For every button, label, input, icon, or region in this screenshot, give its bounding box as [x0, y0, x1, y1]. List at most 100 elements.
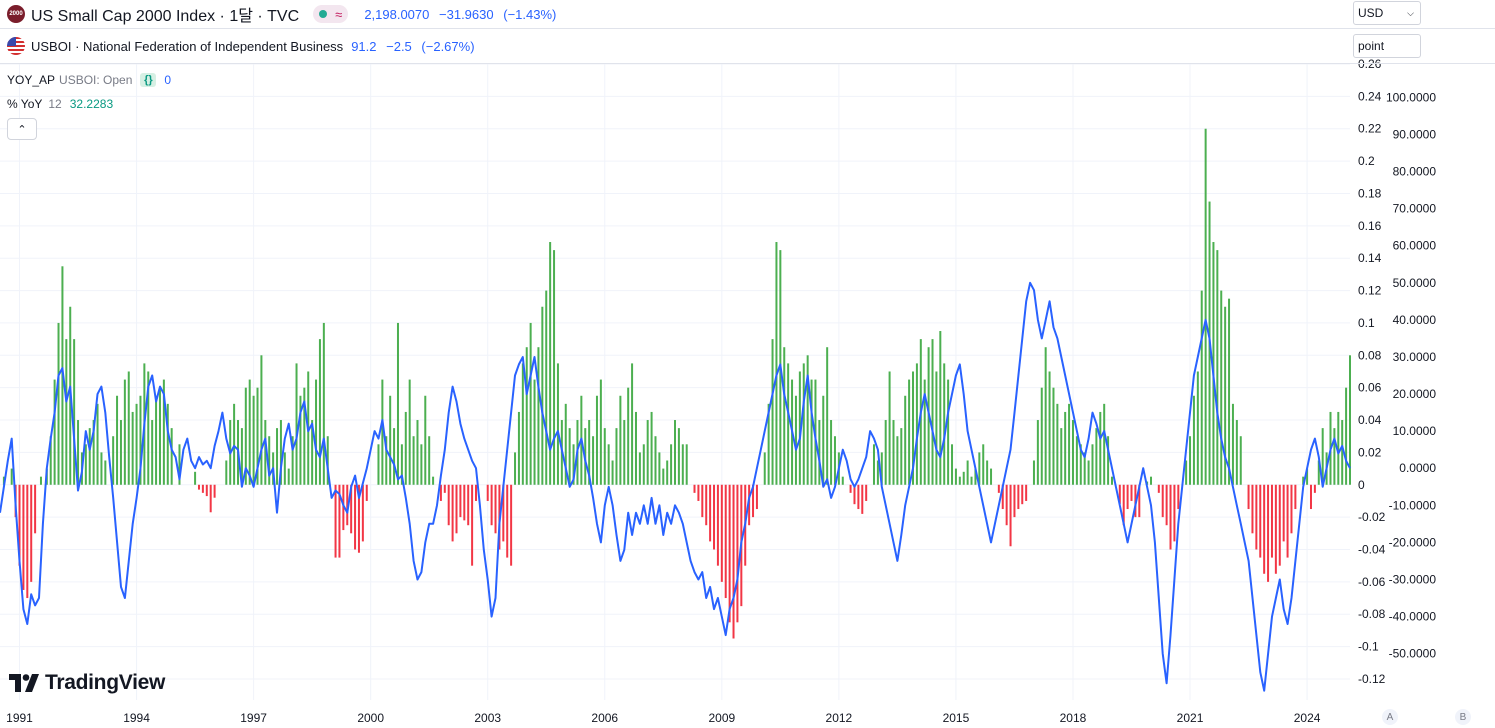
yoy-bar [1278, 484, 1281, 566]
yoy-bar [728, 484, 731, 623]
tradingview-logo[interactable]: TradingView [9, 671, 165, 695]
yoy-bar [1001, 484, 1004, 510]
yoy-bar [607, 444, 610, 485]
yoy-label: % YoY [7, 97, 43, 111]
yoy-bar [634, 411, 637, 485]
yoy-bar [966, 460, 969, 485]
yoy-bar [1235, 420, 1238, 485]
yoy-bar [1270, 484, 1273, 558]
yoy-bar [549, 242, 552, 485]
yoy-bar [443, 484, 446, 493]
yoy-bar [96, 403, 99, 485]
yoy-bar [724, 484, 727, 599]
yoy-bar [1013, 484, 1016, 518]
yoy-bar [1228, 298, 1231, 485]
yoy-bar [670, 444, 673, 485]
unit-select[interactable]: point [1353, 34, 1421, 58]
market-status-pill[interactable]: ≈ [313, 5, 349, 23]
yoy-bar [264, 420, 267, 485]
collapse-legend-button[interactable]: ⌃ [7, 118, 37, 140]
right-axis-tick: 100.0000 [1386, 90, 1436, 104]
usboi-line [0, 281, 1351, 692]
tradingview-logo-text: TradingView [45, 671, 166, 694]
left-axis-tick: -0.08 [1358, 607, 1386, 621]
yoy-bar [1220, 290, 1223, 485]
yoy-legend[interactable]: % YoY 12 32.2283 [7, 97, 113, 111]
yoy-bar [1056, 403, 1059, 485]
yoy-bar [888, 371, 891, 485]
yoy-bar [841, 476, 844, 485]
compare-symbol-header: USBOI · National Federation of Independe… [0, 29, 1495, 64]
yoy-bar [299, 395, 302, 485]
yoy-bar [830, 420, 833, 485]
x-axis-tick: 2012 [826, 711, 853, 725]
scale-b-button[interactable]: B [1455, 709, 1471, 725]
yoy-bar [420, 444, 423, 485]
yoy-bar [1150, 476, 1153, 485]
yoy-bar [1025, 484, 1028, 501]
yoy-bar [365, 484, 368, 501]
yoy-bar [506, 484, 509, 558]
yoy-bar [139, 395, 142, 485]
yoy-bar [603, 428, 606, 485]
compare-change: −2.5 [386, 38, 412, 54]
yoy-bar [385, 436, 388, 485]
yoy-bar [1189, 436, 1192, 485]
yoy-bar [268, 436, 271, 485]
yoy-bar [57, 322, 60, 485]
left-axis-tick: 0 [1358, 478, 1365, 492]
yoy-bar [311, 420, 314, 485]
yoy-bar [166, 403, 169, 485]
indicator-legend[interactable]: YOY_AP USBOI: Open {} 0 [7, 73, 171, 87]
yoy-bar [1306, 468, 1309, 485]
right-axis-tick: -50.0000 [1389, 647, 1437, 661]
left-axis-tick: 0.16 [1358, 219, 1382, 233]
yoy-bar [396, 322, 399, 485]
yoy-bar [861, 484, 864, 514]
yoy-bar [135, 403, 138, 485]
code-braces-icon[interactable]: {} [140, 73, 157, 87]
yoy-bar [1317, 460, 1320, 485]
yoy-bar [77, 420, 80, 485]
yoy-bar [541, 306, 544, 485]
yoy-bar [400, 444, 403, 485]
left-axis-tick: -0.04 [1358, 542, 1386, 556]
right-axis-tick: 70.0000 [1393, 202, 1437, 216]
right-axis-tick: 80.0000 [1393, 165, 1437, 179]
yoy-bar [279, 420, 282, 485]
yoy-bar [931, 339, 934, 485]
yoy-bar [915, 363, 918, 485]
yoy-bar [1200, 290, 1203, 485]
left-price-scale[interactable]: 0.26 0.24 0.22 0.2 0.18 0.16 0.14 0.12 0.1 0.08 0.… [1358, 57, 1386, 686]
yoy-bar [248, 379, 251, 485]
yoy-bar [18, 484, 21, 566]
right-axis-tick: 30.0000 [1393, 350, 1437, 364]
right-price-scale[interactable]: 100.0000 90.0000 80.0000 70.0000 60.0000 50.0… [1386, 90, 1436, 660]
main-symbol-title[interactable]: US Small Cap 2000 Index · 1달 · TVC [31, 8, 300, 25]
yoy-bar [709, 484, 712, 542]
yoy-bar [1231, 403, 1234, 485]
yoy-bar [912, 371, 915, 485]
yoy-bar [908, 379, 911, 485]
auto-scale-label: A [1386, 711, 1394, 723]
yoy-bar [158, 387, 161, 485]
yoy-bar [209, 484, 212, 513]
yoy-bar [1064, 411, 1067, 485]
yoy-bar [201, 484, 204, 493]
compare-symbol-title[interactable]: USBOI · National Federation of Independe… [31, 38, 344, 54]
yoy-bar [1341, 420, 1344, 485]
yoy-bar [592, 436, 595, 485]
time-scale[interactable]: 1991 1994 1997 2000 2003 2006 2009 2012 2015 2018… [6, 711, 1321, 725]
currency-select[interactable]: USD ⌵ [1353, 1, 1421, 25]
yoy-bar [939, 331, 942, 485]
russell-2000-logo-icon: 2000 [7, 5, 25, 23]
yoy-bar [623, 420, 626, 485]
yoy-bar [459, 484, 462, 518]
yoy-bar [1099, 411, 1102, 485]
x-axis-tick: 1997 [240, 711, 267, 725]
yoy-bar [1122, 484, 1125, 526]
indicator-value: 0 [164, 73, 172, 87]
yoy-bar [432, 476, 435, 485]
auto-scale-button[interactable]: A [1382, 709, 1398, 725]
